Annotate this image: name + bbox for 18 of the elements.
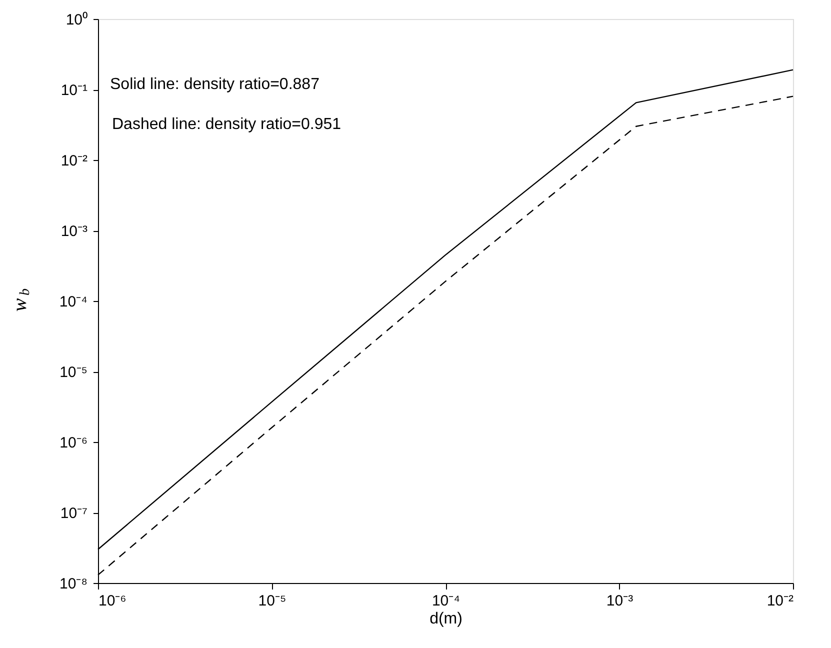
y-tick-label: 10⁻⁷ bbox=[60, 505, 88, 522]
y-tick-label: 10⁻² bbox=[60, 152, 88, 170]
y-axis-title: wb bbox=[9, 288, 33, 312]
x-tick-label: 10⁻⁶ bbox=[98, 592, 126, 610]
x-axis-title: d(m) bbox=[430, 610, 462, 628]
annotation: Solid line: density ratio=0.887 bbox=[110, 76, 320, 93]
y-tick-label: 10⁻⁶ bbox=[60, 434, 88, 452]
y-tick-label: 10⁻⁵ bbox=[60, 364, 88, 381]
x-tick-label: 10⁻³ bbox=[606, 592, 634, 610]
y-tick-label: 10⁻¹ bbox=[60, 82, 88, 99]
y-tick-label: 10⁻⁴ bbox=[59, 294, 88, 310]
x-tick-label: 10⁻⁴ bbox=[432, 592, 460, 610]
y-tick-label: 10⁻⁸ bbox=[59, 576, 88, 592]
x-tick-label: 10⁻⁵ bbox=[258, 592, 286, 610]
y-tick-label: 10⁰ bbox=[66, 12, 88, 28]
y-tick-label: 10⁻³ bbox=[60, 223, 88, 240]
x-tick-label: 10⁻² bbox=[766, 592, 794, 610]
annotation: Dashed line: density ratio=0.951 bbox=[112, 116, 342, 133]
